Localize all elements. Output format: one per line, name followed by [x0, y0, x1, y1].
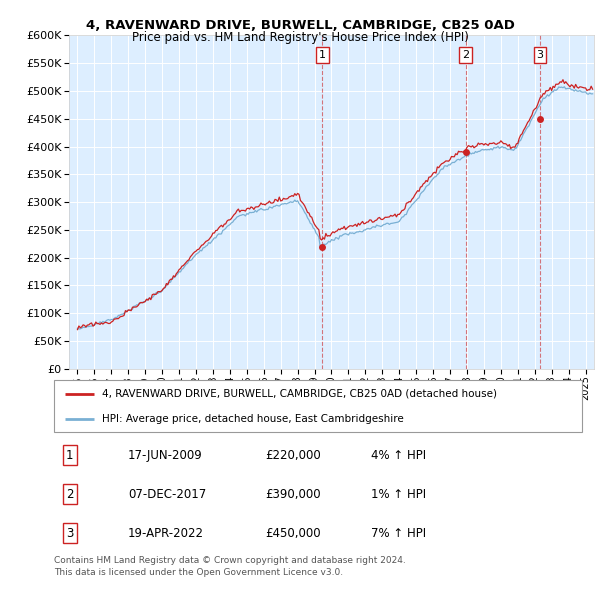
Text: 4, RAVENWARD DRIVE, BURWELL, CAMBRIDGE, CB25 0AD: 4, RAVENWARD DRIVE, BURWELL, CAMBRIDGE, …	[86, 19, 514, 32]
Text: 1% ↑ HPI: 1% ↑ HPI	[371, 487, 426, 501]
Text: 2: 2	[66, 487, 74, 501]
FancyBboxPatch shape	[54, 380, 582, 432]
Text: 4, RAVENWARD DRIVE, BURWELL, CAMBRIDGE, CB25 0AD (detached house): 4, RAVENWARD DRIVE, BURWELL, CAMBRIDGE, …	[101, 389, 497, 399]
Text: £220,000: £220,000	[265, 448, 321, 461]
Text: 1: 1	[319, 50, 326, 60]
Text: 3: 3	[536, 50, 544, 60]
Text: 07-DEC-2017: 07-DEC-2017	[128, 487, 206, 501]
Text: 2: 2	[462, 50, 469, 60]
Text: HPI: Average price, detached house, East Cambridgeshire: HPI: Average price, detached house, East…	[101, 414, 403, 424]
Text: Price paid vs. HM Land Registry's House Price Index (HPI): Price paid vs. HM Land Registry's House …	[131, 31, 469, 44]
Text: 7% ↑ HPI: 7% ↑ HPI	[371, 527, 426, 540]
Text: Contains HM Land Registry data © Crown copyright and database right 2024.: Contains HM Land Registry data © Crown c…	[54, 556, 406, 565]
Text: 3: 3	[66, 527, 74, 540]
Text: £390,000: £390,000	[265, 487, 321, 501]
Text: 1: 1	[66, 448, 74, 461]
Text: 17-JUN-2009: 17-JUN-2009	[128, 448, 203, 461]
Text: 4% ↑ HPI: 4% ↑ HPI	[371, 448, 426, 461]
Text: This data is licensed under the Open Government Licence v3.0.: This data is licensed under the Open Gov…	[54, 568, 343, 576]
Text: 19-APR-2022: 19-APR-2022	[128, 527, 204, 540]
Text: £450,000: £450,000	[265, 527, 321, 540]
